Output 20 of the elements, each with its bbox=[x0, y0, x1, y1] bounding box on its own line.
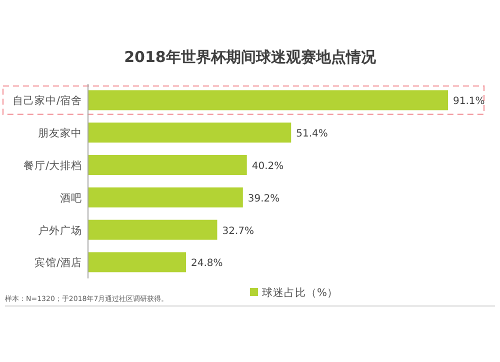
bar bbox=[88, 155, 247, 175]
bar bbox=[88, 220, 218, 240]
bar bbox=[88, 252, 186, 272]
y-tick-label: 户外广场 bbox=[38, 224, 82, 237]
data-label: 91.1% bbox=[453, 96, 485, 108]
data-label: 32.7% bbox=[222, 226, 254, 237]
y-tick-label: 酒吧 bbox=[60, 191, 82, 204]
data-label: 40.2% bbox=[252, 161, 284, 172]
bar bbox=[88, 122, 292, 143]
bar bbox=[88, 90, 448, 110]
data-label: 24.8% bbox=[191, 258, 223, 270]
data-label: 51.4% bbox=[296, 128, 328, 140]
y-tick-label: 餐厅/大排档 bbox=[23, 159, 82, 172]
y-tick-label: 朋友家中 bbox=[38, 126, 82, 140]
bar bbox=[88, 187, 243, 208]
chart-title: 2018年世界杯期间球迷观赛地点情况 bbox=[124, 48, 377, 66]
legend-label: 球迷占比（%） bbox=[262, 286, 338, 299]
y-tick-label: 自己家中/宿舍 bbox=[12, 94, 82, 108]
data-label: 39.2% bbox=[248, 193, 280, 204]
y-tick-label: 宾馆/酒店 bbox=[34, 256, 82, 270]
